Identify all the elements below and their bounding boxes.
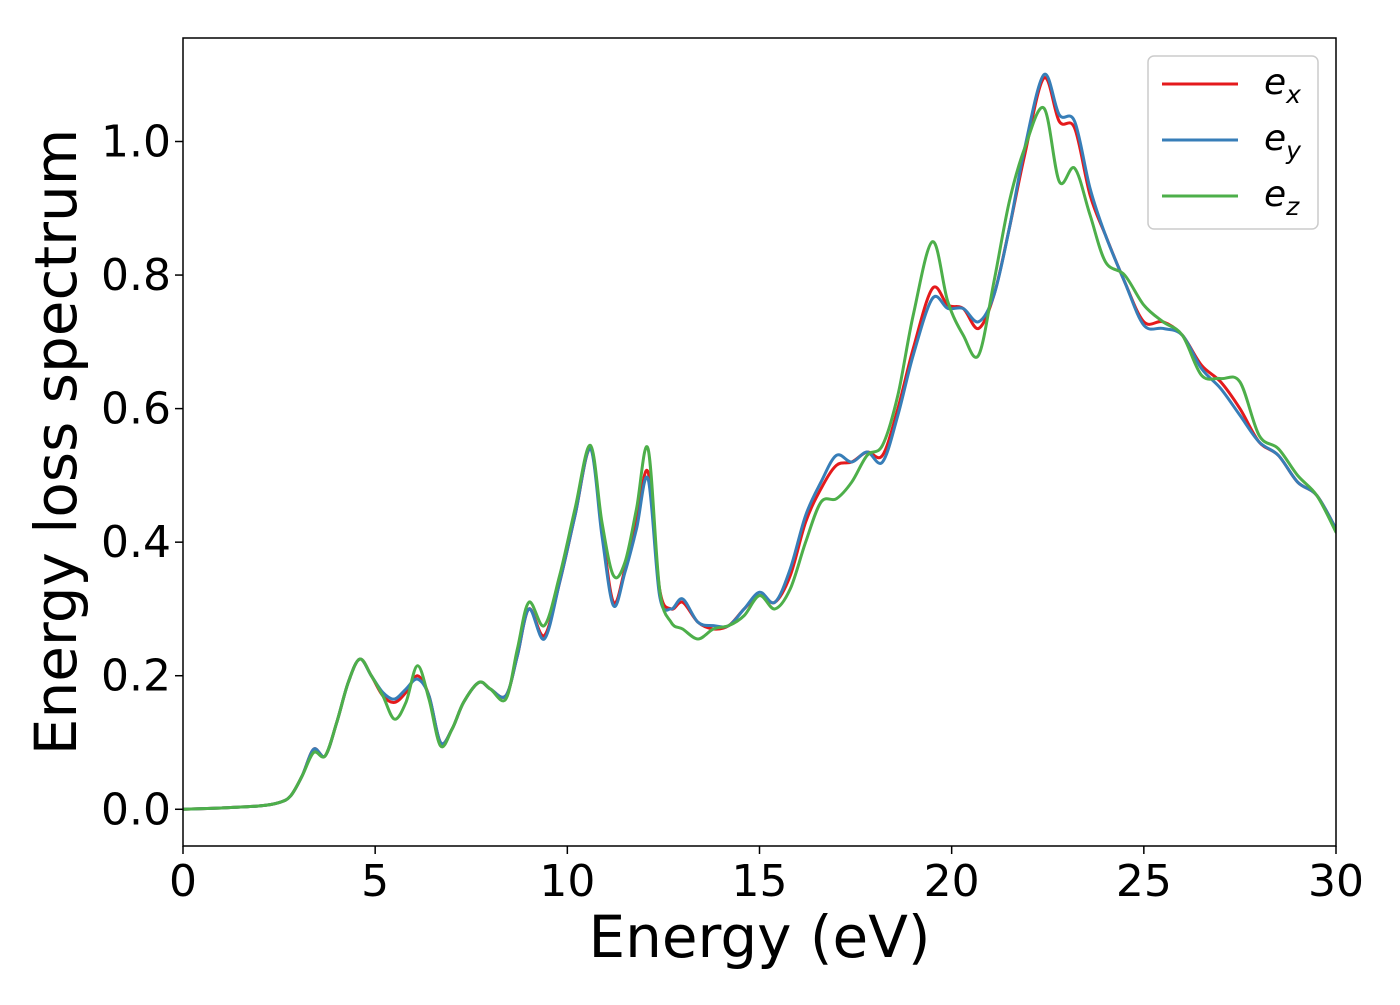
y-axis-title: Energy loss spectrum — [22, 129, 90, 755]
y-tick-label: 0.4 — [101, 517, 171, 568]
y-tick-label: 0.6 — [101, 384, 171, 435]
x-axis-ticks: 0 5 10 15 20 25 30 — [169, 846, 1364, 907]
x-tick-label: 25 — [1116, 856, 1172, 907]
y-tick-label: 0.2 — [101, 651, 171, 702]
series-layer — [183, 73, 1336, 811]
x-tick-label: 15 — [732, 856, 788, 907]
y-tick-label: 1.0 — [101, 117, 171, 168]
x-tick-label: 5 — [361, 856, 389, 907]
x-tick-label: 20 — [924, 856, 980, 907]
x-tick-label: 30 — [1308, 856, 1364, 907]
y-axis-ticks: 0.0 0.2 0.4 0.6 0.8 1.0 — [101, 117, 183, 835]
series-line-y — [183, 73, 1336, 811]
x-axis-title: Energy (eV) — [588, 903, 930, 971]
legend-box — [1147, 55, 1319, 230]
x-tick-label: 10 — [539, 856, 595, 907]
y-tick-label: 0.0 — [101, 784, 171, 835]
y-tick-label: 0.8 — [101, 250, 171, 301]
x-tick-label: 0 — [169, 856, 197, 907]
series-line-z — [183, 106, 1336, 811]
